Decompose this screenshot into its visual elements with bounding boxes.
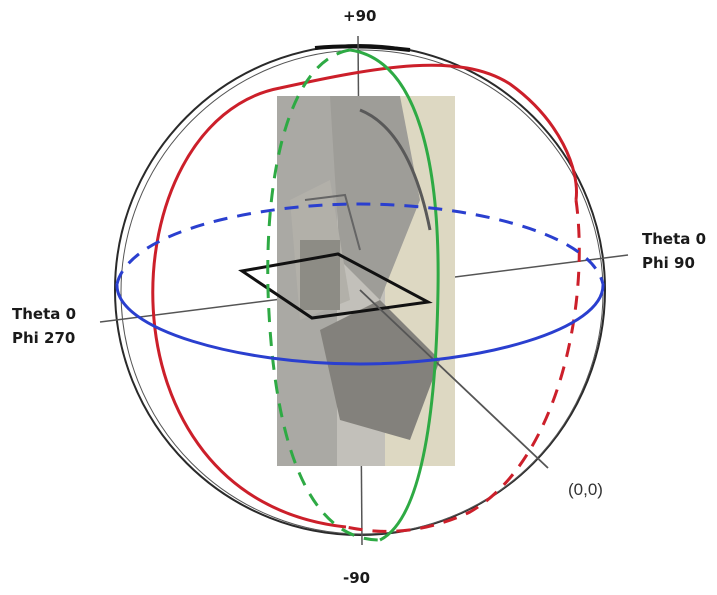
sphere-top-arc [314,44,411,52]
green-meridian-solid [349,48,440,542]
label-origin: (0,0) [568,480,603,499]
antenna-plane-icon [238,252,433,320]
red-meridian-dashed [345,199,581,533]
label-right-theta: Theta 0 [642,230,707,248]
blue-equator-solid [115,283,605,366]
label-top: +90 [343,7,377,25]
label-bottom: -90 [343,569,371,587]
label-left-phi: Phi 270 [12,329,76,347]
green-meridian-dashed [266,48,381,542]
blue-equator-dashed [115,202,605,285]
device-photo-icon [277,96,455,466]
label-right-phi: Phi 90 [642,254,695,272]
label-left-theta: Theta 0 [12,305,77,323]
origin-axis [359,289,549,469]
red-meridian-solid [151,63,578,529]
